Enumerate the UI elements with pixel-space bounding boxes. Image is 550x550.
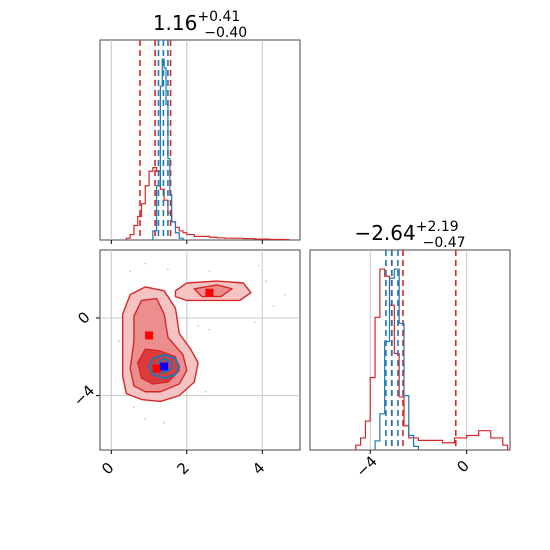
y-tick-label: −4	[70, 381, 98, 409]
marker-square	[145, 331, 154, 340]
sample-point	[253, 320, 256, 323]
gridlines	[110, 40, 263, 240]
title-value: −2.64	[354, 221, 415, 245]
sample-point	[208, 270, 211, 273]
marker-square	[205, 288, 214, 297]
histogram-series	[125, 40, 290, 241]
sample-point	[167, 268, 169, 271]
marker-square	[152, 364, 161, 373]
tick-label: −4	[353, 452, 381, 480]
sample-point	[144, 418, 147, 420]
panel-marginal-y: −4 0 −2.64+2.19 −0.47	[309, 219, 511, 481]
sample-point	[204, 390, 207, 393]
sample-point	[265, 280, 267, 282]
histogram-step	[152, 58, 184, 240]
sample-point	[272, 305, 275, 308]
title-plus: +0.41	[197, 9, 240, 25]
marker-square	[160, 362, 169, 371]
histogram-series	[355, 250, 509, 450]
marginal-title-2: −2.64+2.19 −0.47	[354, 219, 465, 251]
histogram-step	[374, 268, 420, 450]
sample-point	[144, 262, 147, 265]
panel-marginal-x: 1.16+0.41 −0.40	[99, 9, 301, 244]
sample-point	[208, 328, 211, 331]
panel-2d: 0 2 4 0 −4	[70, 249, 301, 478]
sample-point	[117, 340, 120, 343]
x-tick-label: 4	[249, 459, 268, 478]
sample-point	[257, 264, 260, 267]
sample-point	[129, 270, 132, 273]
title-minus: −0.47	[423, 235, 466, 251]
contour-level	[155, 357, 173, 374]
title-minus: −0.40	[204, 25, 247, 41]
title-plus: +2.19	[416, 219, 459, 235]
markers	[145, 288, 214, 373]
y-tick-label: 0	[74, 308, 93, 327]
title-value: 1.16	[153, 11, 198, 35]
contour-level	[148, 353, 181, 380]
marginal-title-1: 1.16+0.41 −0.40	[153, 9, 247, 41]
x-ticks	[110, 240, 263, 244]
sample-point	[284, 293, 286, 296]
x-tick-label: 2	[174, 459, 193, 478]
sample-point	[133, 406, 135, 409]
panel-frame	[99, 39, 301, 241]
histogram-step	[355, 268, 509, 450]
x-ticks: −4 0	[353, 450, 473, 481]
sample-point	[163, 421, 166, 424]
x-tick-label: 0	[98, 459, 117, 478]
panel-frame	[309, 249, 511, 451]
sample-point	[197, 324, 200, 327]
tick-label: 0	[453, 457, 472, 476]
